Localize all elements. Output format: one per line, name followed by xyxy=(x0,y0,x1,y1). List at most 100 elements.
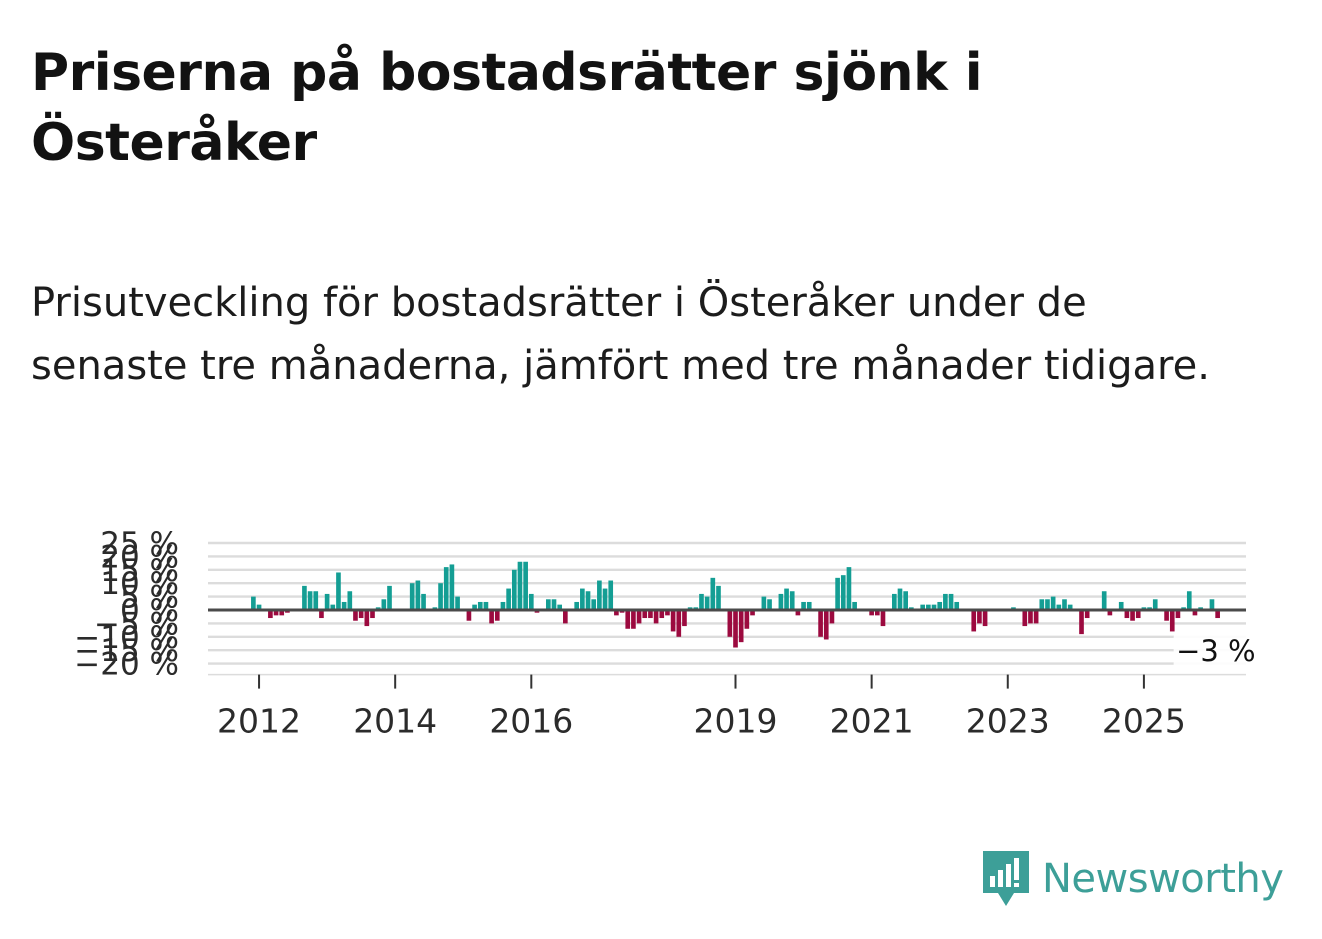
bar xyxy=(653,610,659,624)
bar xyxy=(897,588,903,610)
bar xyxy=(1033,610,1039,624)
bar xyxy=(710,577,716,610)
bar xyxy=(1186,591,1192,610)
bar xyxy=(636,610,642,624)
price-change-chart: −20 %−15 %−10 %−5 %0 %5 %10 %15 %20 %25 … xyxy=(74,526,1258,740)
bar xyxy=(500,601,506,610)
bar xyxy=(948,593,954,610)
bar xyxy=(1152,599,1158,610)
bar xyxy=(835,577,840,610)
bar xyxy=(1164,610,1169,621)
bar xyxy=(341,601,347,610)
bar xyxy=(738,610,744,643)
bar xyxy=(784,588,789,610)
logo-wordmark: Newsworthy xyxy=(1042,856,1284,902)
y-tick-label: 20 % xyxy=(100,539,179,575)
bar xyxy=(625,610,631,629)
bar xyxy=(1062,599,1067,610)
bar xyxy=(648,610,653,619)
y-tick-label: −20 % xyxy=(74,647,179,683)
bar xyxy=(381,599,387,610)
bar xyxy=(931,604,937,610)
x-tick-label: 2019 xyxy=(694,702,778,740)
bar xyxy=(347,591,353,610)
bar xyxy=(608,580,614,610)
bar xyxy=(823,610,829,640)
y-tick-label: 0 % xyxy=(120,593,179,629)
bar xyxy=(563,610,568,624)
bar xyxy=(466,610,472,621)
bar xyxy=(370,610,375,619)
bar xyxy=(926,604,931,610)
bar xyxy=(943,593,948,610)
x-tick-label: 2023 xyxy=(966,702,1050,740)
bar xyxy=(727,610,733,637)
bar xyxy=(256,604,262,610)
bar xyxy=(1084,610,1090,619)
bar xyxy=(631,610,636,629)
bar xyxy=(528,593,534,610)
chart-title: Priserna på bostadsrätter sjönk i Österå… xyxy=(31,43,983,173)
bar xyxy=(1067,604,1073,610)
bar xyxy=(1045,599,1050,610)
bar xyxy=(591,599,597,610)
bar xyxy=(1130,610,1135,621)
bar xyxy=(852,601,857,610)
bar xyxy=(602,588,608,610)
bar xyxy=(659,610,665,619)
bar xyxy=(733,610,738,648)
bar xyxy=(846,567,852,610)
y-tick-label: −5 % xyxy=(94,606,179,642)
bar xyxy=(920,604,926,610)
bar xyxy=(937,601,943,610)
bar xyxy=(1039,599,1045,610)
x-tick-label: 2016 xyxy=(489,702,573,740)
last-value-annotation: −3 % xyxy=(1173,633,1258,670)
bar xyxy=(336,572,341,610)
x-tick-label: 2014 xyxy=(353,702,437,740)
bar xyxy=(307,591,313,610)
bar xyxy=(795,610,801,616)
bar xyxy=(511,569,517,610)
bar xyxy=(614,610,619,616)
bar xyxy=(409,583,415,610)
bar xyxy=(358,610,364,619)
bar xyxy=(818,610,823,637)
bar xyxy=(676,610,682,637)
bar xyxy=(443,567,449,610)
bar xyxy=(597,580,602,610)
bar xyxy=(449,564,455,610)
bar xyxy=(642,610,648,619)
bar xyxy=(699,593,704,610)
bar xyxy=(506,588,511,610)
bar xyxy=(880,610,886,627)
bar xyxy=(477,601,483,610)
bar xyxy=(1022,610,1028,627)
bar xyxy=(324,593,330,610)
bar xyxy=(557,604,562,610)
x-axis: 2012 2014 2016 2019 2021 2023 2025 xyxy=(217,674,1186,740)
bar xyxy=(829,610,835,624)
bar xyxy=(1135,610,1141,619)
bar xyxy=(273,610,279,616)
newsworthy-bars-icon xyxy=(983,851,1029,906)
y-tick-label: −10 % xyxy=(74,620,179,656)
bar xyxy=(801,601,806,610)
y-tick-label: 15 % xyxy=(100,553,179,589)
annotation-background xyxy=(1173,633,1258,670)
bar xyxy=(682,610,687,627)
bar xyxy=(1175,610,1181,619)
bar xyxy=(279,610,285,616)
bar xyxy=(704,596,710,610)
bar xyxy=(789,591,795,610)
bar xyxy=(421,593,426,610)
bar xyxy=(982,610,988,627)
bar xyxy=(574,601,580,610)
bar xyxy=(330,604,336,610)
bar xyxy=(954,601,960,610)
bar xyxy=(489,610,494,624)
bar xyxy=(1107,610,1113,616)
x-tick-label: 2012 xyxy=(217,702,301,740)
bar xyxy=(268,610,273,619)
bar xyxy=(1124,610,1130,619)
